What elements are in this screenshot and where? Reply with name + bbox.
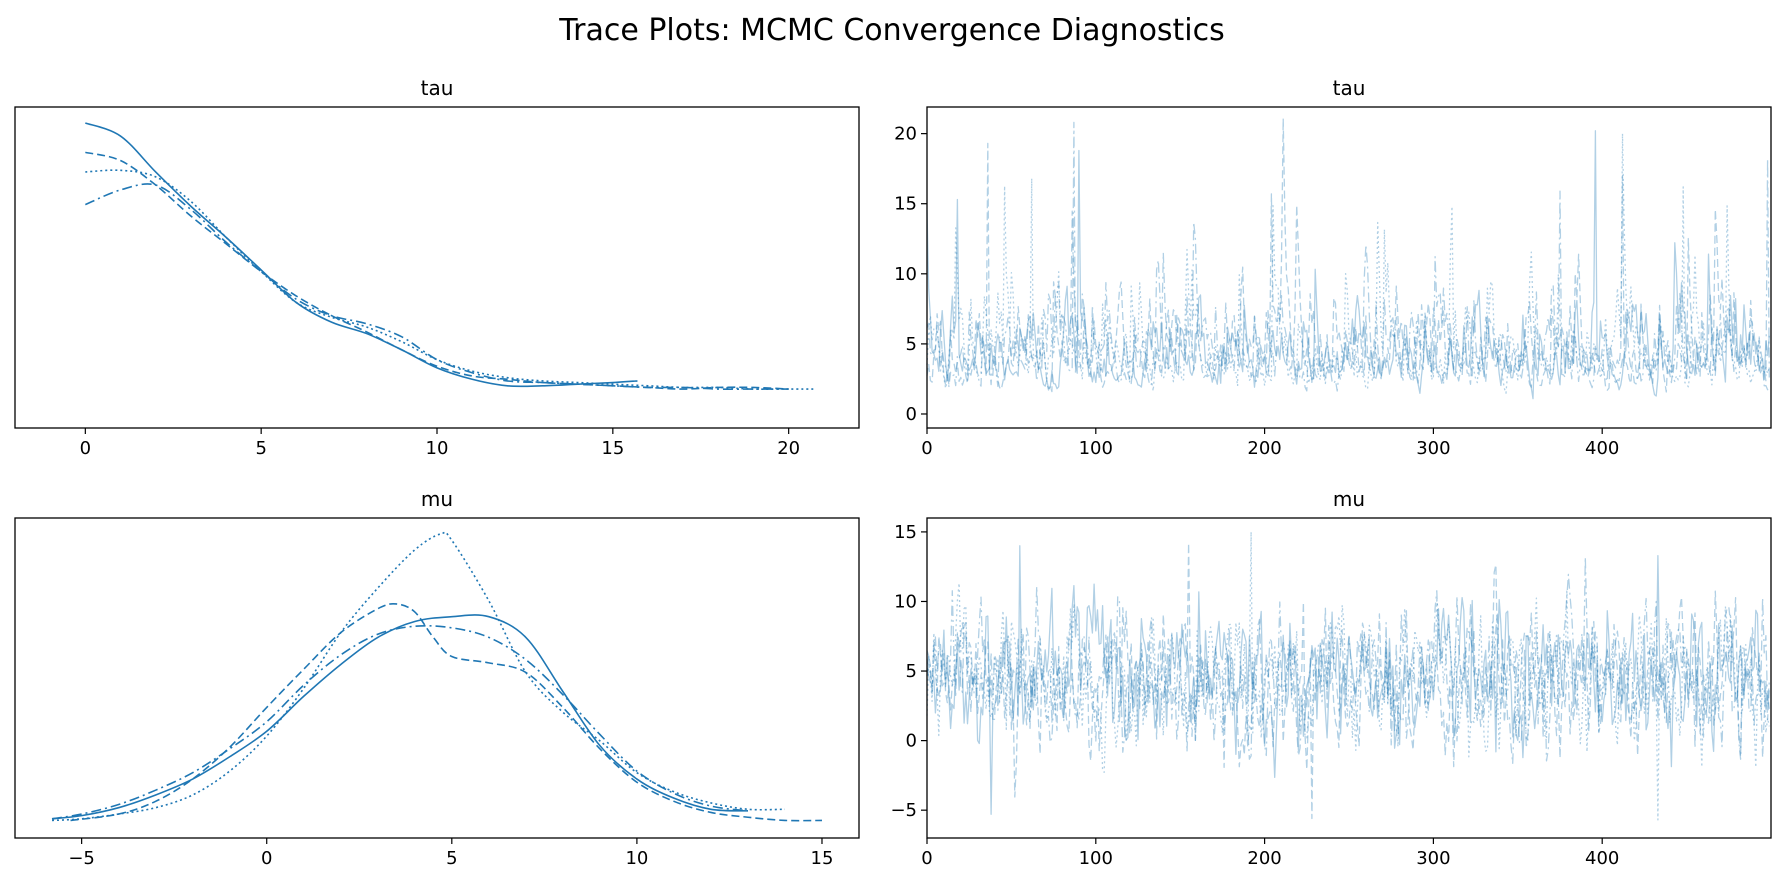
tau-trace-panel: tau 0 100 200 300 400 0 5 10 15 20 [894,76,1772,459]
x-tick-label: 0 [80,438,91,459]
density-line-chain-1 [85,151,789,390]
trace-line-chain-2 [926,132,1770,394]
y-tick-label: 5 [906,334,917,355]
y-tick-label: 0 [906,404,917,425]
x-tick-label: −5 [68,848,95,869]
x-tick-label: 15 [811,848,834,869]
trace-line-chain-1 [926,542,1770,820]
trace-line-chain-0 [926,130,1770,400]
y-tick-label: 10 [894,591,917,612]
x-tick-label: 0 [921,438,932,459]
mu-density-panel: mu −5 0 5 10 15 [14,487,860,869]
x-tick-label: 15 [601,438,624,459]
tau-density-title: tau [421,76,454,100]
density-line-chain-0 [85,122,638,388]
y-tick-label: 10 [894,264,917,285]
y-tick-label: 15 [894,194,917,215]
density-line-chain-0 [51,614,748,820]
x-tick-label: 200 [1247,438,1281,459]
x-tick-label: 5 [255,438,266,459]
x-tick-label: 10 [426,438,449,459]
x-tick-label: 0 [921,848,932,869]
y-tick-label: 15 [894,522,917,543]
figure-title: Trace Plots: MCMC Convergence Diagnostic… [558,13,1225,48]
x-tick-label: 100 [1079,848,1113,869]
trace-line-chain-3 [926,556,1770,764]
axes-frame [926,517,1772,839]
density-line-chain-1 [70,603,822,822]
x-tick-label: 400 [1585,848,1619,869]
mu-trace-panel: mu 0 100 200 300 400 −5 0 5 10 15 [890,487,1772,869]
axes-frame [14,106,860,429]
trace-line-chain-2 [926,531,1770,821]
mu-density-title: mu [421,487,453,511]
y-tick-label: 0 [906,731,917,752]
trace-line-chain-3 [926,121,1770,392]
x-tick-label: 0 [261,848,272,869]
axes-frame [926,106,1772,429]
x-tick-label: 100 [1079,438,1113,459]
density-line-chain-2 [85,169,814,390]
density-line-chain-3 [85,183,789,390]
x-tick-label: 300 [1416,438,1450,459]
x-tick-label: 400 [1585,438,1619,459]
tau-density-panel: tau 0 5 10 15 20 [14,76,860,459]
y-tick-label: 20 [894,124,917,145]
x-tick-label: 200 [1247,848,1281,869]
y-tick-label: 5 [906,661,917,682]
y-tick-label: −5 [890,800,917,821]
x-tick-label: 300 [1416,848,1450,869]
tau-trace-title: tau [1333,76,1366,100]
trace-line-chain-1 [926,117,1770,393]
density-line-chain-3 [51,624,749,820]
x-tick-label: 10 [625,848,648,869]
axes-frame [14,517,860,839]
x-tick-label: 20 [777,438,800,459]
density-line-chain-2 [51,531,785,822]
trace-line-chain-0 [926,545,1770,815]
x-tick-label: 5 [446,848,457,869]
mu-trace-title: mu [1333,487,1365,511]
